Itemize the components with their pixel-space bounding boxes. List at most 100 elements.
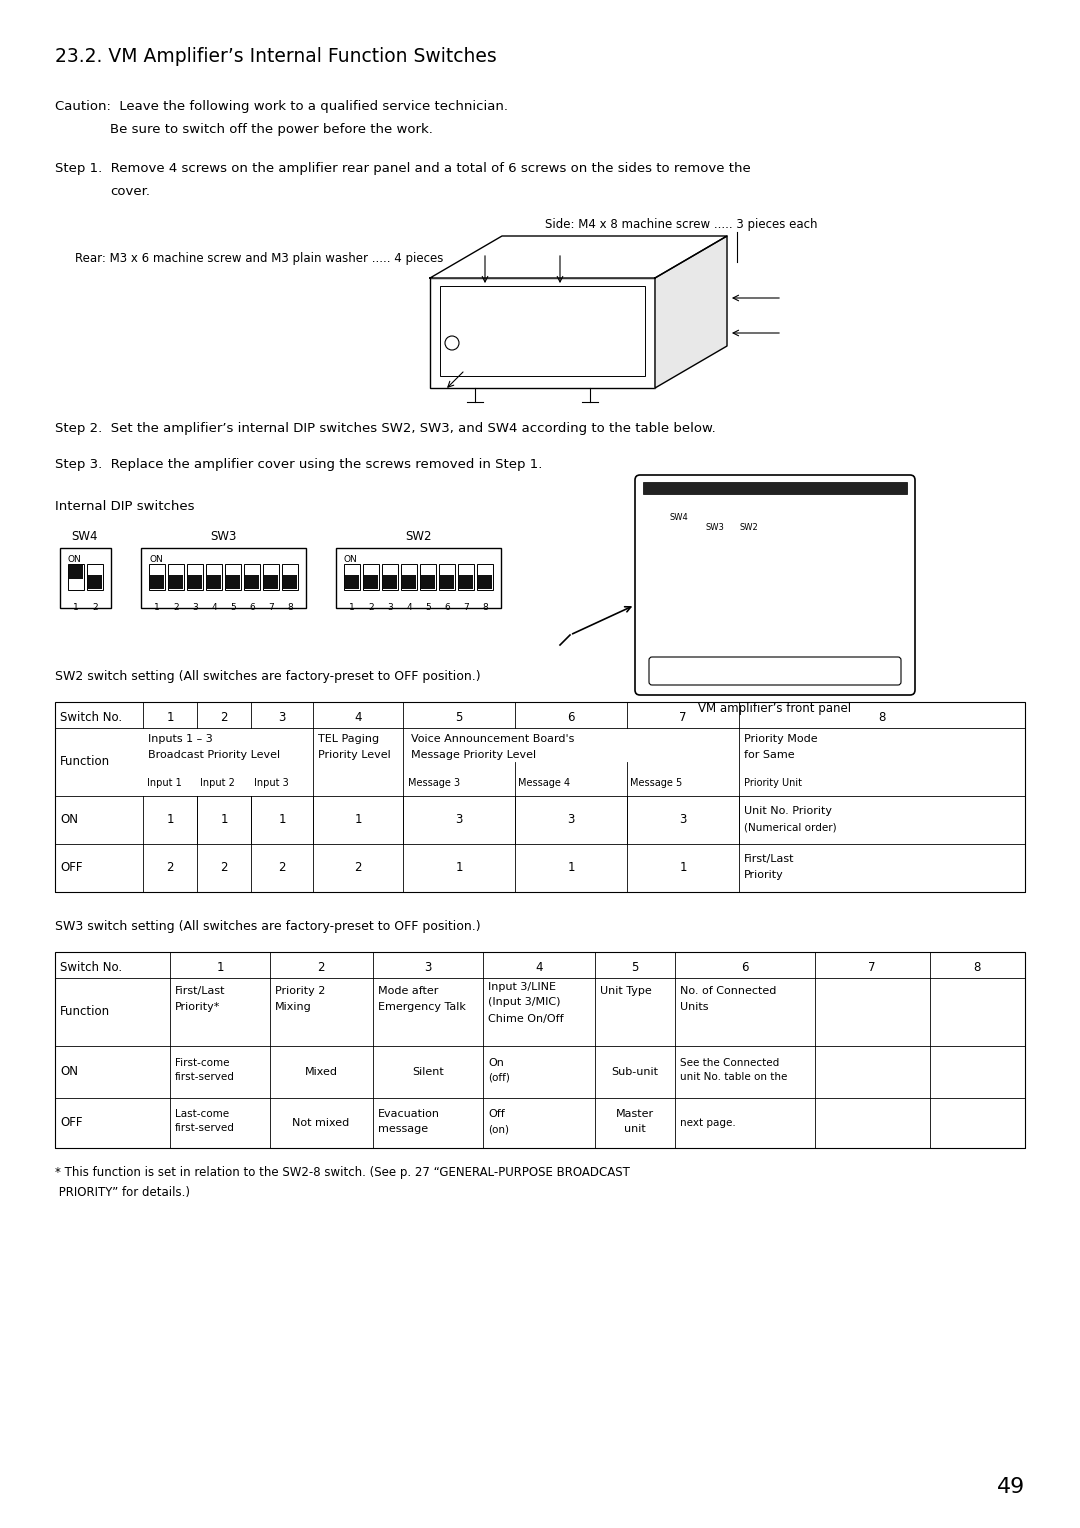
- Text: 3: 3: [679, 813, 687, 827]
- Text: 7: 7: [679, 711, 687, 724]
- Bar: [459, 575, 473, 588]
- Bar: [206, 564, 222, 590]
- Text: SW2: SW2: [405, 530, 431, 542]
- Bar: [336, 549, 501, 608]
- Bar: [421, 575, 435, 588]
- Text: (Input 3/MIC): (Input 3/MIC): [488, 996, 561, 1007]
- Text: Caution:  Leave the following work to a qualified service technician.: Caution: Leave the following work to a q…: [55, 99, 508, 113]
- Text: SW3: SW3: [210, 530, 237, 542]
- Text: 7: 7: [463, 604, 469, 613]
- Text: Side: M4 x 8 machine screw ..... 3 pieces each: Side: M4 x 8 machine screw ..... 3 piece…: [545, 219, 818, 231]
- Bar: [168, 564, 184, 590]
- Text: 1: 1: [166, 711, 174, 724]
- Bar: [740, 539, 762, 549]
- Text: 2: 2: [173, 604, 179, 613]
- Bar: [440, 286, 645, 376]
- Text: SW2: SW2: [740, 523, 759, 532]
- Text: 3: 3: [387, 604, 393, 613]
- Text: 1: 1: [679, 860, 687, 874]
- Text: 4: 4: [536, 961, 543, 973]
- Text: 23.2. VM Amplifier’s Internal Function Switches: 23.2. VM Amplifier’s Internal Function S…: [55, 47, 497, 66]
- Text: 1: 1: [567, 860, 575, 874]
- Bar: [420, 564, 436, 590]
- Text: for Same: for Same: [744, 750, 795, 759]
- Text: Step 1.  Remove 4 screws on the amplifier rear panel and a total of 6 screws on : Step 1. Remove 4 screws on the amplifier…: [55, 162, 751, 176]
- Text: Off: Off: [488, 1109, 504, 1118]
- Text: Inputs 1 – 3: Inputs 1 – 3: [148, 733, 213, 744]
- Bar: [703, 539, 725, 549]
- Text: Rear: M3 x 6 machine screw and M3 plain washer ..... 4 pieces: Rear: M3 x 6 machine screw and M3 plain …: [75, 252, 444, 264]
- Text: Mode after: Mode after: [378, 986, 438, 996]
- Text: 8: 8: [287, 604, 293, 613]
- Bar: [245, 575, 259, 588]
- Text: 4: 4: [212, 604, 217, 613]
- Text: (Numerical order): (Numerical order): [744, 822, 837, 833]
- Text: OFF: OFF: [60, 860, 82, 874]
- Text: First/Last: First/Last: [175, 986, 226, 996]
- Text: 2: 2: [220, 860, 228, 874]
- Bar: [244, 564, 260, 590]
- Text: Priority Mode: Priority Mode: [744, 733, 818, 744]
- Text: ON: ON: [345, 555, 357, 564]
- Bar: [225, 564, 241, 590]
- Bar: [188, 575, 202, 588]
- Text: 5: 5: [456, 711, 462, 724]
- Text: Input 2: Input 2: [200, 778, 234, 788]
- Text: 2: 2: [220, 711, 228, 724]
- Text: Step 2.  Set the amplifier’s internal DIP switches SW2, SW3, and SW4 according t: Step 2. Set the amplifier’s internal DIP…: [55, 422, 716, 435]
- Text: Message 5: Message 5: [630, 778, 683, 788]
- Text: Priority Unit: Priority Unit: [744, 778, 802, 788]
- Bar: [149, 564, 165, 590]
- Text: 2: 2: [279, 860, 286, 874]
- Bar: [264, 564, 279, 590]
- Text: 4: 4: [406, 604, 411, 613]
- Text: ON: ON: [60, 813, 78, 827]
- Bar: [345, 575, 359, 588]
- Bar: [364, 575, 378, 588]
- Text: 1: 1: [73, 604, 79, 613]
- Text: 5: 5: [632, 961, 638, 973]
- Text: Message Priority Level: Message Priority Level: [411, 750, 536, 759]
- Text: OFF: OFF: [60, 1115, 82, 1129]
- Text: SW4: SW4: [71, 530, 98, 542]
- Text: SW2 switch setting (All switches are factory-preset to OFF position.): SW2 switch setting (All switches are fac…: [55, 669, 481, 683]
- Text: PRIORITY” for details.): PRIORITY” for details.): [55, 1186, 190, 1199]
- Text: 1: 1: [349, 604, 355, 613]
- Text: Master: Master: [616, 1109, 654, 1118]
- Bar: [187, 564, 203, 590]
- Text: 4: 4: [354, 711, 362, 724]
- Bar: [55, 952, 1025, 1148]
- Text: 1: 1: [279, 813, 286, 827]
- Bar: [438, 564, 455, 590]
- Bar: [282, 564, 298, 590]
- Text: Silent: Silent: [413, 1067, 444, 1077]
- Text: SW3: SW3: [705, 523, 724, 532]
- Bar: [69, 565, 83, 579]
- Bar: [345, 564, 360, 590]
- Text: 2: 2: [92, 604, 98, 613]
- Text: 6: 6: [741, 961, 748, 973]
- Text: SW3 switch setting (All switches are factory-preset to OFF position.): SW3 switch setting (All switches are fac…: [55, 920, 481, 934]
- Bar: [458, 564, 474, 590]
- Text: First/Last: First/Last: [744, 854, 795, 863]
- Bar: [477, 564, 492, 590]
- Text: 1: 1: [354, 813, 362, 827]
- Text: Priority: Priority: [744, 869, 784, 880]
- Text: 3: 3: [424, 961, 432, 973]
- Text: Input 3: Input 3: [254, 778, 288, 788]
- Text: See the Connected: See the Connected: [680, 1057, 780, 1068]
- Text: Function: Function: [60, 1005, 110, 1018]
- Text: 2: 2: [318, 961, 325, 973]
- Text: cover.: cover.: [110, 185, 150, 199]
- Bar: [207, 575, 221, 588]
- Text: 6: 6: [567, 711, 575, 724]
- Text: Message 3: Message 3: [408, 778, 460, 788]
- Text: ON: ON: [149, 555, 163, 564]
- Bar: [87, 564, 103, 590]
- Bar: [363, 564, 379, 590]
- Text: message: message: [378, 1125, 428, 1134]
- Text: ON: ON: [68, 555, 82, 564]
- Text: Not mixed: Not mixed: [293, 1118, 350, 1128]
- Text: Voice Announcement Board's: Voice Announcement Board's: [411, 733, 575, 744]
- Text: unit No. table on the: unit No. table on the: [680, 1073, 787, 1082]
